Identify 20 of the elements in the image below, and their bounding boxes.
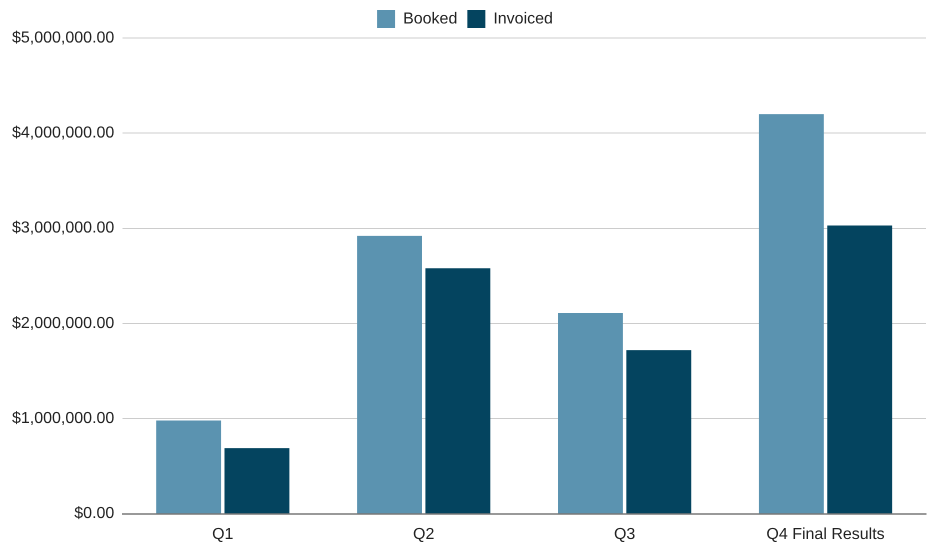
bar xyxy=(156,420,222,514)
x-tick-label: Q3 xyxy=(614,526,636,543)
bar xyxy=(425,268,490,514)
y-tick-label: $2,000,000.00 xyxy=(12,314,114,332)
y-tick-label: $5,000,000.00 xyxy=(12,29,114,46)
bar xyxy=(758,114,824,514)
bar xyxy=(558,313,623,514)
y-tick-label: $3,000,000.00 xyxy=(12,220,114,237)
bar xyxy=(626,350,692,514)
legend-label: Invoiced xyxy=(493,10,553,28)
y-tick-label: $4,000,000.00 xyxy=(12,124,114,142)
x-tick-label: Q4 Final Results xyxy=(766,526,885,543)
y-tick-label: $1,000,000.00 xyxy=(12,410,114,428)
bar xyxy=(357,236,422,514)
legend-label: Booked xyxy=(403,10,458,28)
y-tick-label: $0.00 xyxy=(74,505,114,522)
bar xyxy=(827,225,892,514)
x-tick-label: Q1 xyxy=(212,526,234,543)
x-tick-label: Q2 xyxy=(413,526,434,543)
bar xyxy=(224,448,290,514)
